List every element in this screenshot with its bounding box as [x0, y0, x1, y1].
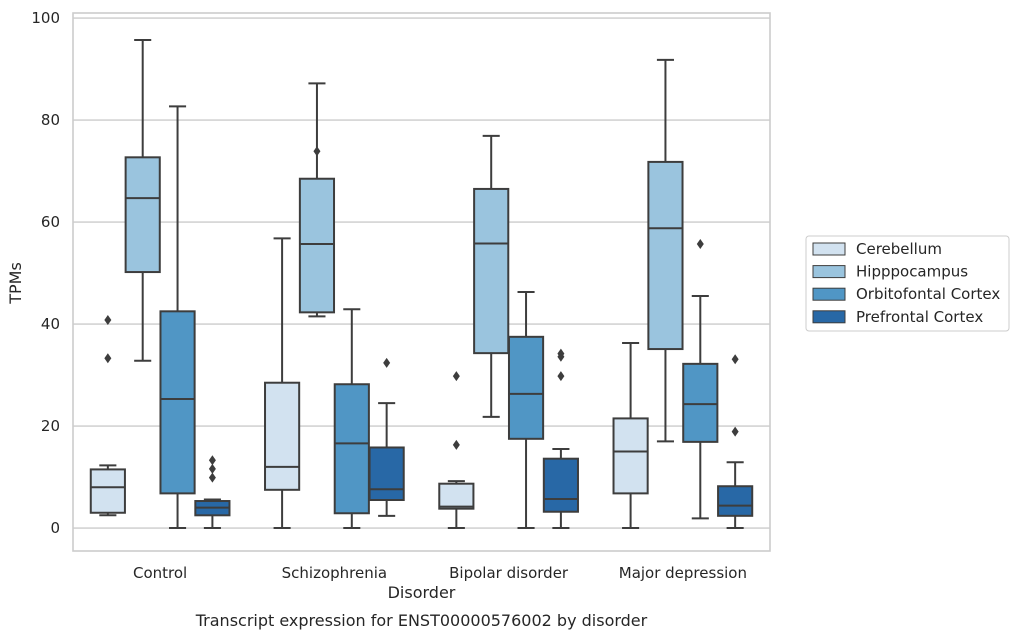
- box-iqr: [89, 468, 126, 514]
- box-group: [473, 134, 510, 418]
- y-tick-label: 60: [41, 213, 60, 231]
- legend-label: Cerebellum: [856, 240, 942, 258]
- box-iqr: [264, 381, 301, 491]
- box-iqr: [542, 457, 579, 513]
- legend-swatch: [812, 310, 846, 324]
- box-group: [264, 237, 301, 530]
- outlier-point: [452, 439, 460, 450]
- outlier-point: [208, 463, 216, 474]
- box-iqr: [159, 310, 196, 495]
- outlier-point: [104, 314, 112, 325]
- box-group: [542, 348, 579, 530]
- legend-label: Hipppocampus: [856, 263, 968, 281]
- outlier-point: [313, 146, 321, 157]
- box-iqr: [333, 383, 370, 515]
- box-iqr: [612, 417, 649, 495]
- y-tick-label: 40: [41, 315, 60, 333]
- x-tick-label: Major depression: [619, 564, 747, 582]
- legend-entries: Cerebellum Hipppocampus Orbitofontal Corte…: [812, 240, 1000, 326]
- box-group: [438, 371, 475, 530]
- y-tick-labels: 0 20 40 60 80 100: [31, 9, 60, 537]
- legend-label: Prefrontal Cortex: [856, 308, 983, 326]
- box-iqr: [438, 482, 475, 510]
- box-iqr: [507, 335, 545, 440]
- outlier-point: [452, 371, 460, 382]
- legend-label: Orbitofontal Cortex: [856, 285, 1000, 303]
- box-group: [159, 105, 196, 530]
- plot-frame: [72, 12, 771, 552]
- box-group: [89, 314, 126, 517]
- box-iqr: [473, 187, 510, 355]
- outlier-point: [731, 354, 739, 365]
- y-tick-label: 100: [31, 9, 60, 27]
- box-iqr: [647, 160, 684, 351]
- y-tick-label: 80: [41, 111, 60, 129]
- box-iqr: [682, 362, 719, 443]
- box-iqr: [368, 446, 405, 502]
- legend-frame: [805, 235, 1010, 332]
- x-axis-title: Disorder: [388, 583, 456, 602]
- x-tick-labels: Control Schizophrenia Bipolar disorder Majo…: [133, 564, 747, 582]
- legend-swatch: [812, 287, 846, 301]
- outlier-point: [104, 353, 112, 364]
- outlier-point: [208, 455, 216, 466]
- x-tick-label: Schizophrenia: [282, 564, 387, 582]
- box-iqr: [717, 485, 754, 517]
- outlier-point: [557, 348, 565, 359]
- box-group: [507, 290, 545, 530]
- box-group: [333, 308, 370, 530]
- y-tick-label: 0: [50, 519, 60, 537]
- x-tick-label: Control: [133, 564, 187, 582]
- y-axis-title: TPMs: [6, 262, 25, 305]
- outlier-point: [383, 357, 391, 368]
- outlier-point: [696, 239, 704, 250]
- legend: Cerebellum Hipppocampus Orbitofontal Corte…: [805, 235, 1010, 332]
- box-group: [368, 357, 405, 517]
- x-tick-label: Bipolar disorder: [449, 564, 569, 582]
- box-group: [682, 239, 719, 520]
- figure-caption: Transcript expression for ENST0000057600…: [195, 611, 648, 630]
- box-iqr: [298, 177, 336, 314]
- legend-swatch: [812, 242, 846, 256]
- outlier-point: [557, 371, 565, 382]
- box-iqr: [124, 156, 161, 274]
- outlier-point: [731, 426, 739, 437]
- box-group: [298, 82, 336, 318]
- box-group: [124, 39, 161, 362]
- legend-swatch: [812, 265, 846, 279]
- box-group: [194, 455, 231, 530]
- box-group: [717, 354, 754, 530]
- y-tick-label: 20: [41, 417, 60, 435]
- box-group: [612, 341, 649, 530]
- box-series: [89, 39, 754, 530]
- outlier-point: [208, 472, 216, 483]
- box-group: [647, 58, 684, 443]
